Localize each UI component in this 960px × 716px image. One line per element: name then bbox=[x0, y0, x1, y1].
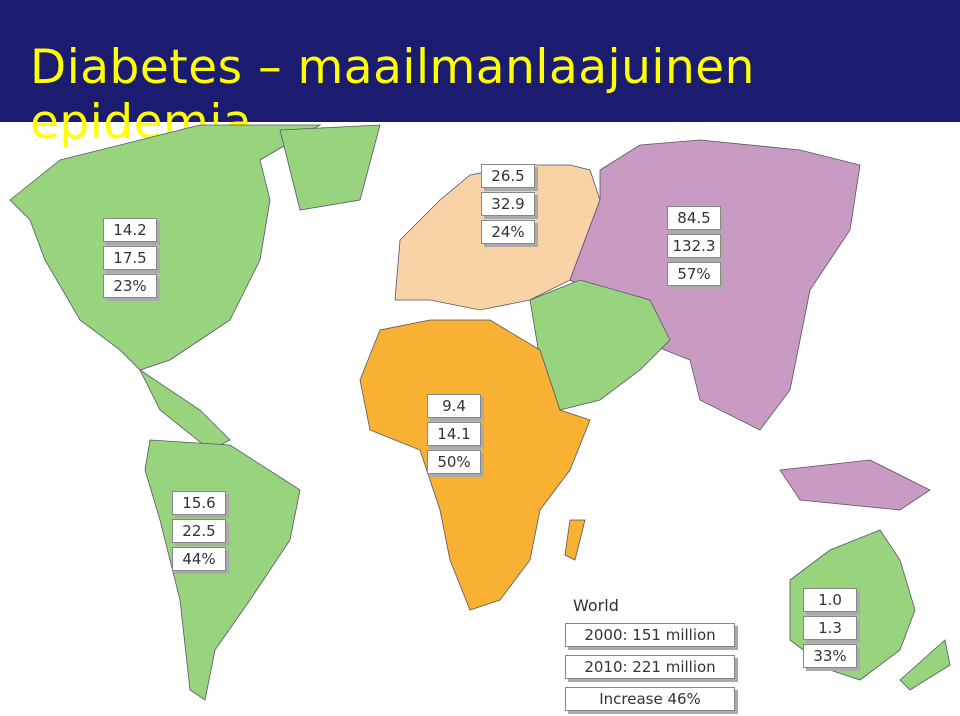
label-box: 24% bbox=[481, 220, 535, 244]
label-box: 1.3 bbox=[803, 616, 857, 640]
label-box: 44% bbox=[172, 547, 226, 571]
label-box: 14.1 bbox=[427, 422, 481, 446]
north-america bbox=[9, 124, 322, 371]
label-box: 2000: 151 million bbox=[565, 623, 735, 647]
se-asia-islands bbox=[779, 459, 931, 511]
title: Diabetes – maailmanlaajuinen epidemia bbox=[30, 40, 755, 150]
label-box: 84.5 bbox=[667, 206, 721, 230]
world-title: World bbox=[573, 596, 619, 615]
label-box: 26.5 bbox=[481, 164, 535, 188]
label-box: 32.9 bbox=[481, 192, 535, 216]
label-box: 23% bbox=[103, 274, 157, 298]
label-box: 15.6 bbox=[172, 491, 226, 515]
new-zealand bbox=[899, 639, 951, 691]
label-box: 22.5 bbox=[172, 519, 226, 543]
label-box: 33% bbox=[803, 644, 857, 668]
header: Diabetes – maailmanlaajuinen epidemia bbox=[0, 0, 960, 150]
label-box: 50% bbox=[427, 450, 481, 474]
label-box: 1.0 bbox=[803, 588, 857, 612]
label-box: Increase 46% bbox=[565, 687, 735, 711]
greenland bbox=[279, 124, 381, 211]
label-box: 14.2 bbox=[103, 218, 157, 242]
label-box: 132.3 bbox=[667, 234, 721, 258]
label-box: 57% bbox=[667, 262, 721, 286]
label-box: 9.4 bbox=[427, 394, 481, 418]
label-box: 2010: 221 million bbox=[565, 655, 735, 679]
label-box: 17.5 bbox=[103, 246, 157, 270]
madagascar bbox=[564, 519, 586, 561]
central-america bbox=[138, 368, 231, 451]
